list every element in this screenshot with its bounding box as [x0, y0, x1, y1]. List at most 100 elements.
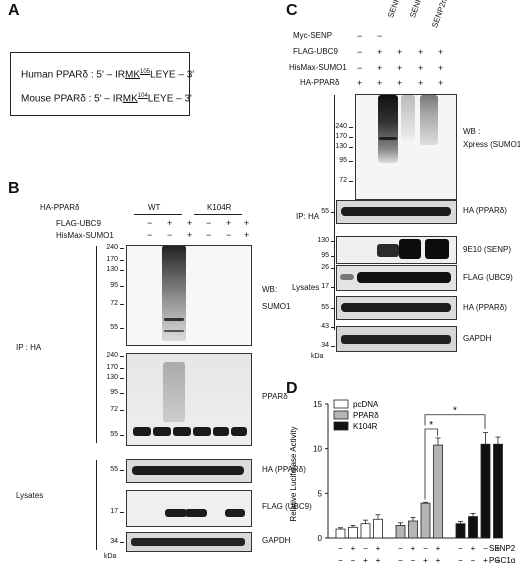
c-senp-label: 9E10 (SENP): [463, 245, 512, 254]
b-wb-label: WB:: [262, 285, 278, 294]
legend-swatch: [333, 410, 349, 420]
b-row-label-flag-ubc9: FLAG-UBC9: [56, 219, 101, 228]
senp2-sign: +: [411, 544, 416, 553]
c-sign: +: [357, 78, 363, 88]
c-sign: −: [357, 63, 363, 73]
c-mw-senp-130: 130: [305, 237, 335, 245]
b-sign: −: [206, 218, 212, 228]
bar-pcdna-1: [348, 526, 358, 539]
legend: pcDNA PPARδ K104R: [333, 399, 379, 431]
b-lysates-label: Lysates: [16, 491, 44, 500]
c-sign: −: [377, 31, 383, 41]
y-tick-label: 0: [318, 534, 323, 543]
b-group-underline-wt: [134, 214, 182, 215]
b-gapdh-label: GAPDH: [262, 536, 291, 545]
pgc-sign: −: [471, 556, 476, 565]
senp2-sign: −: [483, 544, 488, 553]
c-row-label-flag-ubc9: FLAG-UBC9: [293, 47, 338, 56]
c-blot-senp: [336, 236, 457, 264]
c-mw-xpress-72: 72: [323, 177, 353, 185]
b-sign: −: [167, 230, 173, 240]
c-blot-xpress: [355, 94, 457, 200]
b-mw-sumo-72: 72: [94, 300, 124, 308]
legend-label: K104R: [353, 422, 378, 431]
sig-star-2: *: [453, 406, 457, 417]
bar-k104r-3: [493, 443, 503, 539]
b-sign: +: [244, 218, 250, 228]
b-mw-ppar-240: 240: [94, 352, 124, 360]
b-group-underline-k104r: [194, 214, 242, 215]
c-sign: +: [438, 78, 444, 88]
b-mw-ppar-95: 95: [94, 389, 124, 397]
significance-annotations: **: [424, 406, 486, 500]
c-sign: +: [377, 47, 383, 57]
c-blot-ha-lys: [336, 296, 457, 320]
legend-label: PPARδ: [353, 411, 379, 420]
b-sign: +: [167, 218, 173, 228]
c-sign: +: [438, 47, 444, 57]
legend-swatch: [333, 399, 349, 409]
legend-label: pcDNA: [353, 400, 379, 409]
b-blot-ppar: [126, 353, 252, 446]
b-flag-label: FLAG (UBC9): [262, 502, 312, 511]
c-blot-gapdh: [336, 326, 457, 352]
bar-ppar-2: [420, 502, 431, 539]
senp2-label: SENP2: [489, 544, 516, 553]
c-sign: +: [397, 63, 403, 73]
b-row-label-ha-ppar: HA-PPARδ: [40, 203, 80, 212]
c-gapdh-label: GAPDH: [463, 334, 492, 343]
c-sign: +: [377, 63, 383, 73]
senp2-sign: +: [351, 544, 356, 553]
b-mw-sumo-130: 130: [94, 266, 124, 274]
b-mw-ppar-130: 130: [94, 374, 124, 382]
panel-d-label: D: [286, 380, 298, 397]
c-mw-gapdh-34: 34: [305, 342, 335, 350]
pgc-sign: +: [436, 556, 441, 565]
bar-pcdna-3: [373, 518, 383, 539]
bar-k104r-2: [480, 443, 491, 539]
c-ip-label: IP: HA: [296, 212, 320, 221]
c-mw-ha-ip-55: 55: [305, 208, 335, 216]
c-ha-lys-label: HA (PPARδ): [463, 303, 507, 312]
b-row-label-hismax-sumo1: HisMax-SUMO1: [56, 231, 114, 240]
pgc-sign: −: [411, 556, 416, 565]
pgc-sign: −: [351, 556, 356, 565]
c-sign: +: [397, 47, 403, 57]
sig-bracket-2: [424, 414, 486, 430]
senp2-sign: −: [458, 544, 463, 553]
senp2-sign: +: [436, 544, 441, 553]
y-ticks: 0 5 10 15: [313, 400, 328, 543]
b-mw-ppar-72: 72: [94, 406, 124, 414]
c-mw-flag-17: 17: [305, 283, 335, 291]
b-mw-sumo-170: 170: [94, 256, 124, 264]
senp2-sign: +: [376, 544, 381, 553]
c-row-label-hismax-sumo1: HisMax-SUMO1: [289, 63, 347, 72]
c-row-label-ha-ppar: HA-PPARδ: [300, 78, 340, 87]
senp2-sign: −: [398, 544, 403, 553]
b-sign: +: [187, 218, 193, 228]
c-mw-xpress-130: 130: [323, 143, 353, 151]
c-mw-ha-lys-55: 55: [305, 304, 335, 312]
b-mw-sumo-95: 95: [94, 282, 124, 290]
c-sign: +: [377, 78, 383, 88]
c-sign: +: [397, 78, 403, 88]
c-kda-label: kDa: [311, 353, 324, 360]
c-sign: −: [357, 31, 363, 41]
pgc-sign: +: [496, 556, 501, 565]
bar-k104r-1: [468, 516, 478, 539]
pgc-sign: −: [398, 556, 403, 565]
b-blot-ha: [126, 459, 252, 483]
c-mw-flag-26: 26: [305, 264, 335, 272]
bar-ppar-1: [408, 520, 418, 539]
b-blot-gapdh: [126, 532, 252, 552]
b-mw-ppar-55: 55: [94, 431, 124, 439]
c-col-senp1: SENP1: [386, 0, 404, 20]
pgc-sign: −: [458, 556, 463, 565]
senp2-sign: +: [496, 544, 501, 553]
b-lysates-bracket: [96, 460, 97, 550]
c-blot-ha-ip: [336, 200, 457, 224]
c-sign: +: [438, 63, 444, 73]
b-sign: +: [226, 218, 232, 228]
b-ppar-label: PPARδ: [262, 392, 288, 401]
